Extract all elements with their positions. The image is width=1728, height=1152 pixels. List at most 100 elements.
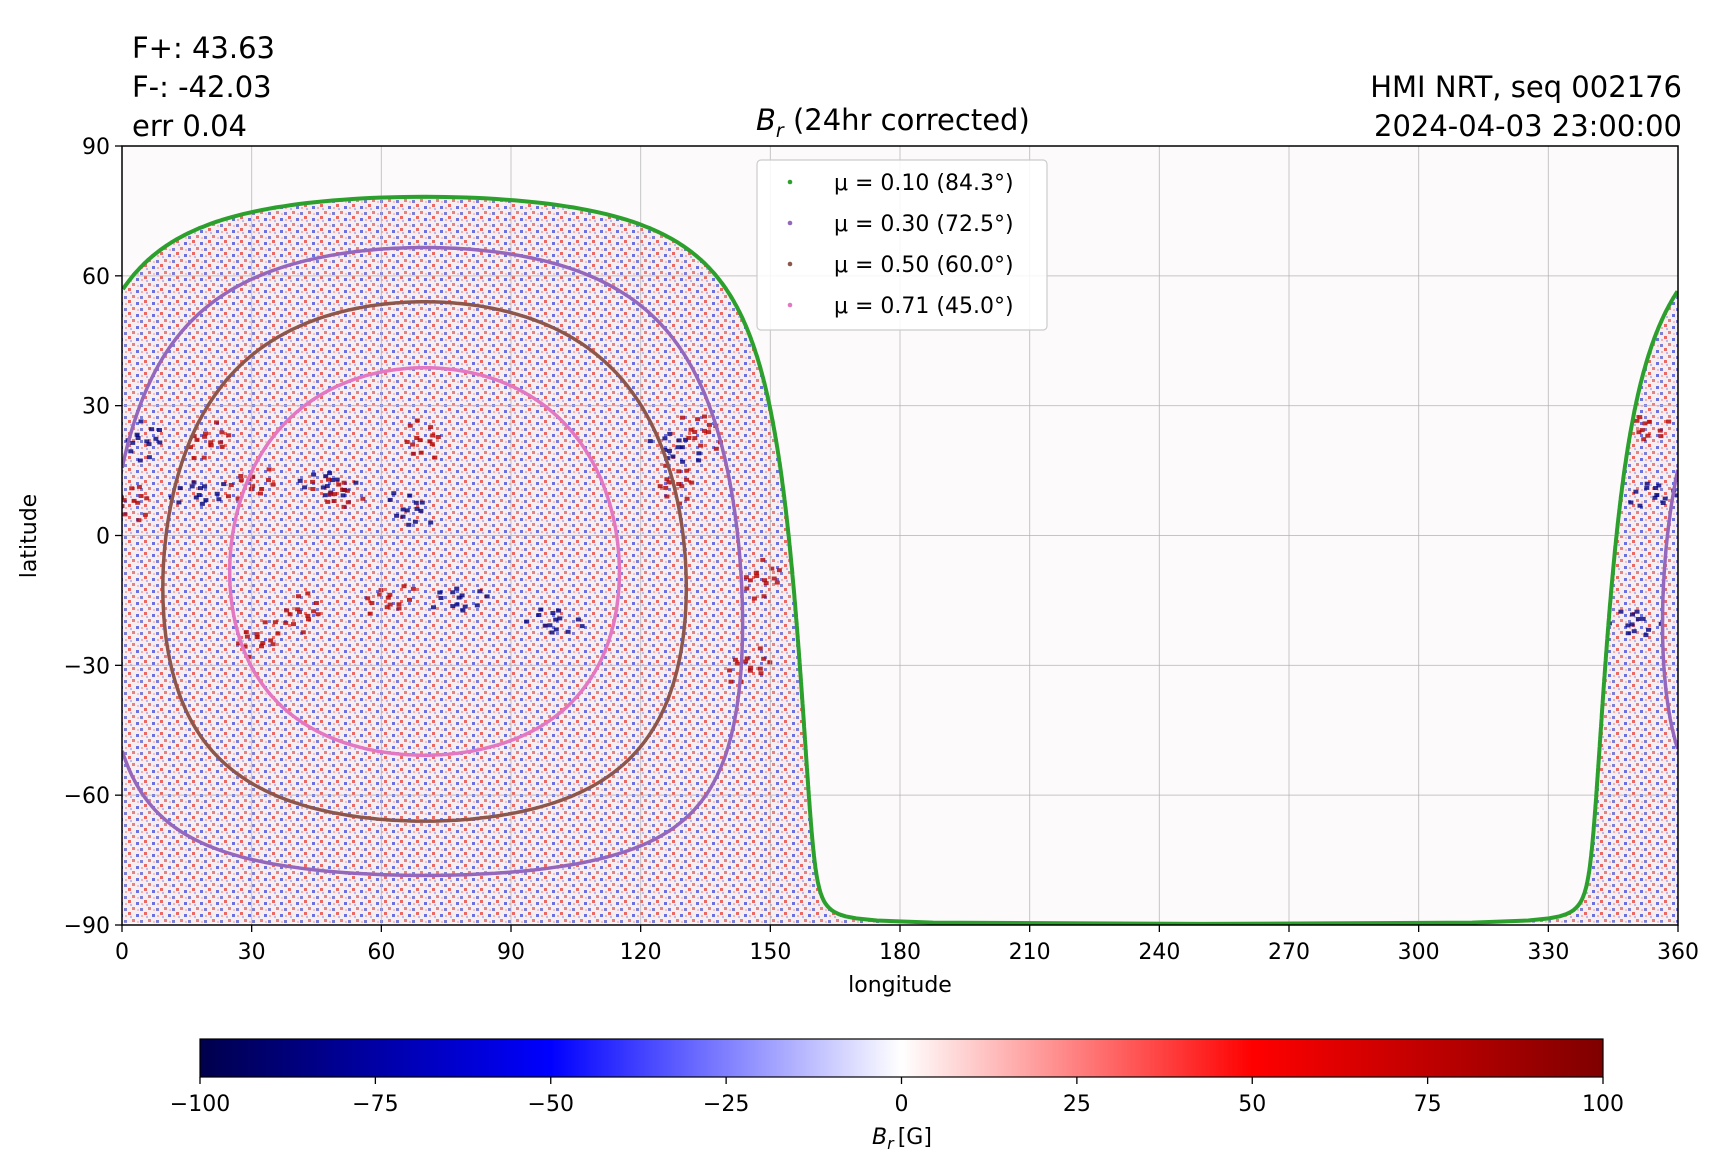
mu-contours (122, 194, 1678, 925)
x-tick-label: 360 (1657, 940, 1699, 965)
active-region-pixel (696, 458, 702, 463)
active-region-pixel (327, 471, 333, 476)
active-region-pixel (767, 660, 773, 665)
title-subscript: r (775, 119, 784, 142)
title-suffix: (24hr corrected) (792, 103, 1030, 137)
active-region-pixel (410, 442, 416, 447)
x-tick-label: 60 (367, 940, 395, 965)
active-region-pixel (676, 482, 682, 486)
active-region-pixel (684, 477, 690, 482)
x-tick-label: 210 (1009, 940, 1051, 965)
active-region-pixel (235, 496, 241, 501)
active-region-pixel (557, 616, 563, 621)
active-region-pixel (268, 638, 274, 643)
active-region-pixel (272, 620, 278, 625)
active-region-pixel (202, 434, 208, 439)
active-region-pixel (412, 519, 418, 524)
active-region-pixel (688, 427, 694, 432)
active-region-pixel (670, 454, 676, 459)
active-region-pixel (214, 420, 219, 425)
active-region-pixel (391, 491, 397, 496)
active-region-pixel (410, 451, 416, 456)
active-region-pixel (387, 602, 393, 607)
mu-contour-line (122, 194, 1678, 925)
active-region-pixel (344, 488, 350, 493)
active-region-pixel (325, 499, 331, 504)
active-region-pixel (1666, 419, 1672, 424)
active-region-pixel (242, 644, 248, 649)
mu-contour-line (1677, 286, 1678, 289)
active-region-pixel (400, 507, 406, 512)
active-region-pixel (1642, 421, 1648, 426)
active-region-pixel (1658, 434, 1664, 439)
active-region-pixel (1633, 489, 1639, 494)
active-region-pixel (146, 442, 152, 447)
active-region-pixel (365, 596, 371, 601)
active-region-pixel (284, 608, 290, 613)
active-region-pixel (556, 608, 562, 613)
active-region-pixel (1625, 631, 1631, 636)
active-region-pixel (262, 620, 268, 625)
error-value: err 0.04 (132, 109, 247, 143)
active-region-pixel (414, 418, 420, 423)
active-region-pixel (419, 500, 425, 505)
colorbar-label: Br [G] (872, 1125, 932, 1152)
active-region-pixel (334, 477, 340, 482)
active-region-pixel (266, 478, 271, 483)
active-region-pixel (243, 630, 249, 635)
chart-title: Br (24hr corrected) (756, 106, 1030, 141)
y-tick-label: 0 (96, 525, 110, 550)
active-region-pixel (462, 604, 468, 609)
active-region-pixel (456, 595, 462, 600)
x-tick-label: 0 (115, 940, 129, 965)
active-region-pixel (484, 594, 490, 599)
active-region-pixel (450, 590, 456, 595)
active-region-pixel (138, 494, 144, 498)
active-region-pixel (579, 624, 585, 629)
x-axis-title: longitude (848, 973, 952, 998)
active-region-pixel (122, 495, 124, 500)
active-region-pixel (414, 506, 420, 511)
x-tick-label: 120 (620, 940, 662, 965)
active-region-pixel (1640, 616, 1646, 621)
active-region-pixel (553, 617, 559, 622)
legend-marker (787, 220, 793, 226)
active-region-pixel (437, 590, 443, 595)
colorbar-tick-label: −50 (528, 1092, 574, 1117)
active-region-pixel (305, 591, 311, 596)
active-region-pixel (429, 442, 435, 447)
active-region-pixel (254, 635, 260, 640)
mu-contour-line (1676, 460, 1678, 756)
active-region-pixel (407, 597, 412, 602)
active-region-pixel (129, 486, 135, 491)
active-region-pixel (679, 445, 685, 450)
active-region-pixel (662, 447, 668, 452)
source-label: HMI NRT, seq 002176 (1370, 70, 1682, 104)
y-tick-label: −60 (64, 784, 110, 809)
active-region-pixel (146, 455, 152, 460)
active-region-pixel (177, 486, 183, 491)
active-region-pixel (743, 659, 749, 664)
active-region-pixel (761, 594, 767, 599)
active-regions (122, 414, 1678, 685)
active-region-pixel (549, 630, 555, 635)
active-region-pixel (410, 586, 416, 591)
active-region-pixel (226, 494, 231, 499)
active-region-pixel (667, 431, 673, 436)
active-region-pixel (734, 661, 740, 666)
active-region-pixel (743, 575, 749, 580)
title-symbol: B (756, 103, 776, 137)
active-region-pixel (438, 596, 444, 600)
active-region-pixel (144, 496, 150, 501)
active-region-pixel (1625, 623, 1631, 628)
legend-entry-label: μ = 0.30 (72.5°) (834, 212, 1014, 237)
active-region-pixel (221, 482, 227, 487)
active-region-pixel (244, 634, 250, 639)
colorbar-ticks: −100 −75 −50 −25 0 25 50 75 100 (170, 1077, 1624, 1117)
legend-entry-label: μ = 0.71 (45.0°) (834, 294, 1014, 319)
active-region-pixel (369, 601, 375, 605)
active-region-pixel (713, 446, 719, 451)
active-region-pixel (332, 492, 338, 497)
active-region-pixel (732, 657, 738, 662)
legend-entry-label: μ = 0.50 (60.0°) (834, 253, 1014, 278)
